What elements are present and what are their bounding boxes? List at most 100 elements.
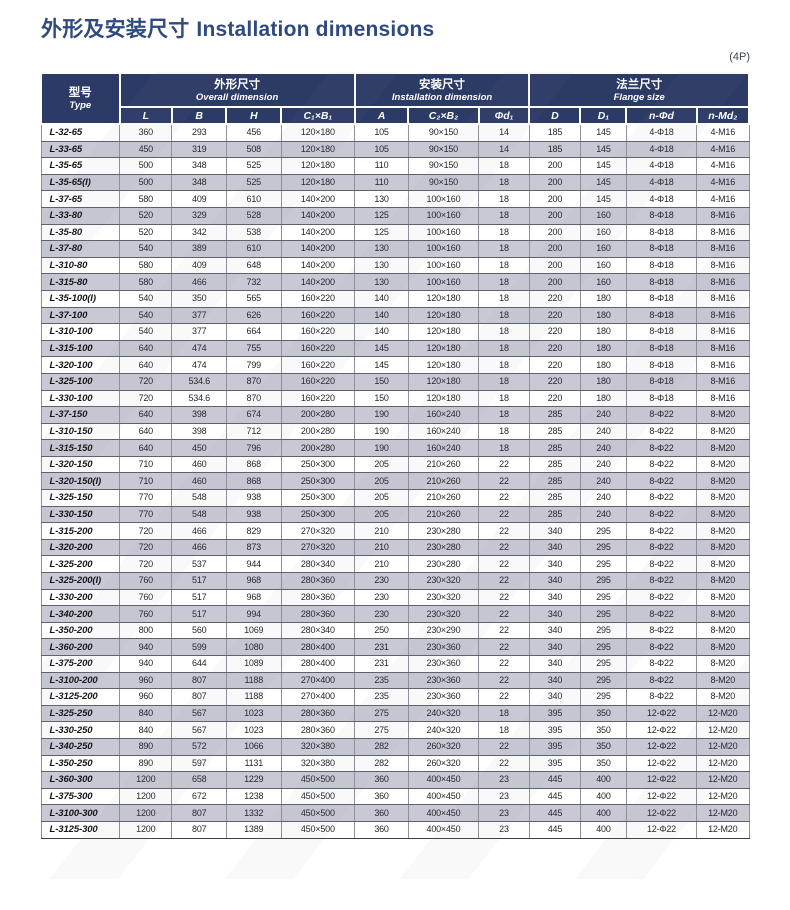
group-header-flange: 法兰尺寸 Flange size xyxy=(528,72,750,108)
value-cell: 180 xyxy=(579,306,627,325)
value-cell: 190 xyxy=(354,406,409,424)
value-cell: 12-Φ22 xyxy=(625,820,698,839)
value-cell: 8-M20 xyxy=(696,638,750,656)
value-cell: 360 xyxy=(354,787,409,806)
value-cell: 360 xyxy=(354,820,409,839)
value-cell: 8-Φ18 xyxy=(625,389,698,408)
type-cell: L-375-200 xyxy=(40,655,121,673)
column-header: n-Md₂ xyxy=(695,106,751,125)
value-cell: 960 xyxy=(119,671,173,690)
type-cell: L-33-80 xyxy=(40,206,121,225)
value-cell: 525 xyxy=(225,173,282,192)
type-cell: L-330-150 xyxy=(40,505,121,524)
type-cell: L-3125-200 xyxy=(40,688,121,706)
value-cell: 8-Φ18 xyxy=(625,289,698,308)
value-cell: 340 xyxy=(528,605,581,623)
type-column-header: 型号 Type xyxy=(40,72,121,125)
table-row: L-325-200(I) 760 517 968 280×360 230 230×320 22… xyxy=(40,572,750,590)
value-cell: 4-Φ18 xyxy=(625,173,698,192)
value-cell: 400×450 xyxy=(407,787,480,806)
table-row: L-37-100 540 377 626 160×220 140 120×180 18 220 1… xyxy=(40,306,750,325)
value-cell: 295 xyxy=(579,588,627,607)
value-cell: 160 xyxy=(579,240,627,258)
value-cell: 180 xyxy=(579,372,627,391)
value-cell: 18 xyxy=(478,372,530,391)
value-cell: 1023 xyxy=(225,721,282,739)
value-cell: 160×240 xyxy=(407,422,480,441)
value-cell: 968 xyxy=(225,572,282,590)
value-cell: 180 xyxy=(579,289,627,308)
value-cell: 160 xyxy=(579,256,627,275)
value-cell: 18 xyxy=(478,704,530,723)
value-cell: 799 xyxy=(225,356,282,374)
value-cell: 200×280 xyxy=(280,406,356,424)
value-cell: 807 xyxy=(171,804,227,822)
value-cell: 105 xyxy=(354,123,409,142)
value-cell: 8-Φ22 xyxy=(625,406,698,424)
table-row: L-350-250 890 597 1131 320×380 282 260×320 22 39… xyxy=(40,754,750,773)
value-cell: 720 xyxy=(119,538,173,557)
value-cell: 320×380 xyxy=(280,737,356,756)
value-cell: 8-M20 xyxy=(696,588,750,607)
value-cell: 445 xyxy=(528,820,581,839)
value-cell: 517 xyxy=(171,605,227,623)
value-cell: 280×360 xyxy=(280,721,356,739)
table-row: L-3100-200 960 807 1188 270×400 235 230×360 22 3… xyxy=(40,671,750,690)
value-cell: 220 xyxy=(528,289,581,308)
value-cell: 868 xyxy=(225,455,282,474)
value-cell: 295 xyxy=(579,605,627,623)
value-cell: 205 xyxy=(354,455,409,474)
value-cell: 8-M16 xyxy=(696,206,750,225)
value-cell: 293 xyxy=(171,123,227,142)
value-cell: 12-M20 xyxy=(696,754,750,773)
value-cell: 474 xyxy=(171,356,227,374)
value-cell: 220 xyxy=(528,356,581,374)
value-cell: 640 xyxy=(119,439,173,457)
value-cell: 640 xyxy=(119,406,173,424)
subheader-row: L B H C₁×B₁ A C₂×B₂ Φd₁ D D₁ n-Φd n-Md₂ xyxy=(41,106,751,125)
value-cell: 200 xyxy=(528,157,581,175)
value-cell: 22 xyxy=(478,472,530,491)
value-cell: 340 xyxy=(528,638,581,656)
column-header: D xyxy=(528,106,582,125)
value-cell: 22 xyxy=(478,505,530,524)
value-cell: 560 xyxy=(171,621,227,640)
value-cell: 1200 xyxy=(119,771,173,789)
value-cell: 760 xyxy=(119,605,173,623)
value-cell: 320×380 xyxy=(280,754,356,773)
table-row: L-330-250 840 567 1023 280×360 275 240×320 18 39… xyxy=(40,721,750,739)
value-cell: 18 xyxy=(478,273,530,291)
value-cell: 567 xyxy=(171,704,227,723)
value-cell: 280×340 xyxy=(280,621,356,640)
value-cell: 280×400 xyxy=(280,655,356,673)
dimensions-table: 型号 Type 外形尺寸 Overall dimension 安装尺寸 Inst… xyxy=(40,72,751,839)
value-cell: 230×280 xyxy=(407,555,480,574)
value-cell: 360 xyxy=(119,123,173,142)
value-cell: 280×400 xyxy=(280,638,356,656)
table-row: L-35-100(I) 540 350 565 160×220 140 120×180 18 2… xyxy=(40,289,750,308)
table-row: L-320-150 710 460 868 250×300 205 210×260 22 285… xyxy=(40,455,750,474)
value-cell: 14 xyxy=(478,140,530,159)
value-cell: 4-M16 xyxy=(696,190,750,208)
value-cell: 145 xyxy=(354,339,409,358)
value-cell: 350 xyxy=(579,704,627,723)
type-cell: L-3125-300 xyxy=(40,820,121,839)
value-cell: 400×450 xyxy=(407,820,480,839)
value-cell: 8-Φ18 xyxy=(625,240,698,258)
value-cell: 160×220 xyxy=(280,339,356,358)
type-cell: L-350-250 xyxy=(40,754,121,773)
value-cell: 250×300 xyxy=(280,455,356,474)
value-cell: 295 xyxy=(579,522,627,540)
table-row: L-37-150 640 398 674 200×280 190 160×240 18 285 2… xyxy=(40,406,750,424)
value-cell: 160×220 xyxy=(280,372,356,391)
value-cell: 538 xyxy=(225,223,282,242)
type-cell: L-37-65 xyxy=(40,190,121,208)
value-cell: 648 xyxy=(225,256,282,275)
value-cell: 4-M16 xyxy=(696,123,750,142)
value-cell: 720 xyxy=(119,522,173,540)
value-cell: 540 xyxy=(119,306,173,325)
value-cell: 8-M20 xyxy=(696,671,750,690)
value-cell: 340 xyxy=(528,522,581,540)
value-cell: 250 xyxy=(354,621,409,640)
value-cell: 466 xyxy=(171,273,227,291)
